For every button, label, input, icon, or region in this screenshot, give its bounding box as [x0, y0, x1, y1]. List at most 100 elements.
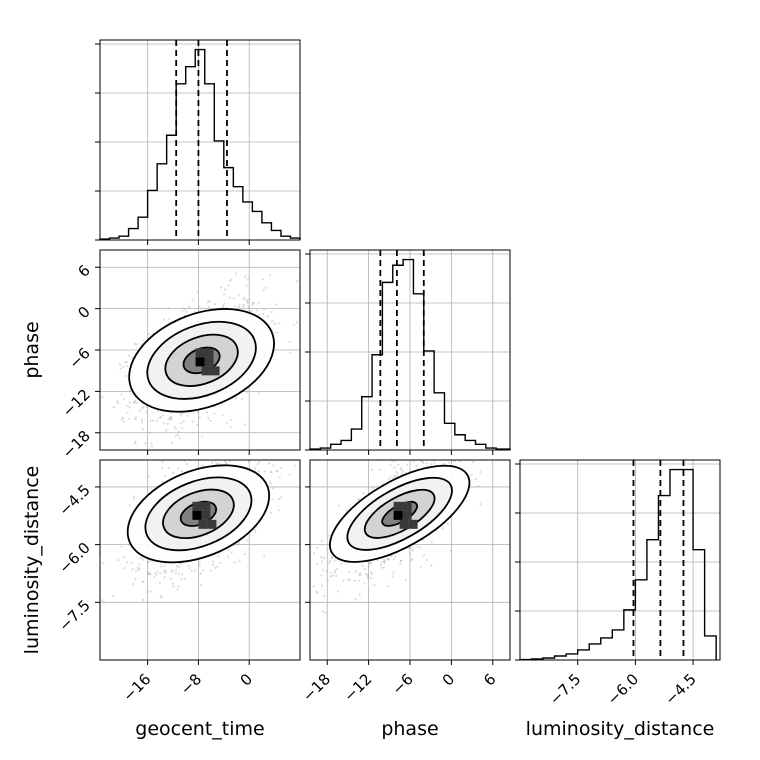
- scatter-point: [447, 446, 449, 448]
- scatter-point: [170, 570, 174, 573]
- scatter-point: [326, 570, 329, 573]
- scatter-point: [410, 558, 414, 561]
- scatter-point: [178, 565, 181, 569]
- scatter-point: [128, 406, 131, 409]
- scatter-point: [222, 457, 224, 459]
- density-core-phase-luminosity_distance: [402, 501, 412, 511]
- scatter-point: [336, 590, 339, 593]
- scatter-point: [393, 474, 396, 477]
- panel-frame-phase-luminosity_distance: [309, 459, 511, 661]
- scatter-point: [449, 549, 453, 553]
- scatter-point: [128, 389, 131, 392]
- scatter-point: [213, 566, 217, 569]
- scatter-point: [320, 556, 323, 559]
- scatter-point: [206, 300, 209, 304]
- scatter-point: [148, 560, 151, 563]
- scatter-point: [242, 303, 245, 306]
- scatter-point: [433, 462, 436, 465]
- scatter-point: [187, 564, 190, 567]
- scatter-point: [154, 571, 157, 575]
- scatter-point: [243, 452, 245, 454]
- scatter-point: [312, 552, 316, 555]
- scatter-point: [263, 554, 266, 557]
- scatter-point: [461, 445, 463, 447]
- density-core-geocent_time-phase: [195, 348, 205, 358]
- scatter-point: [435, 438, 437, 440]
- scatter-point: [125, 374, 128, 378]
- pair-geocent_time-luminosity_distance-x-tick-label: −16: [119, 670, 154, 705]
- scatter-point: [463, 431, 465, 433]
- scatter-point: [357, 498, 360, 501]
- y-axis-label-luminosity-distance: luminosity_distance: [21, 466, 43, 655]
- scatter-point: [273, 331, 276, 335]
- density-core-phase-luminosity_distance: [393, 510, 403, 520]
- scatter-point: [128, 401, 131, 404]
- scatter-point: [410, 444, 412, 446]
- scatter-point: [159, 572, 162, 575]
- scatter-point: [123, 567, 126, 570]
- scatter-point: [160, 595, 163, 598]
- scatter-point: [138, 409, 141, 412]
- scatter-point: [198, 561, 201, 564]
- scatter-point: [112, 405, 115, 409]
- scatter-point: [316, 562, 319, 566]
- panel-frame-geocent_time-phase: [99, 249, 301, 451]
- scatter-point: [224, 288, 227, 291]
- scatter-point: [123, 398, 126, 401]
- scatter-point: [196, 423, 199, 427]
- scatter-point: [162, 318, 166, 321]
- x-axis-label-phase: phase: [381, 718, 438, 740]
- scatter-point: [231, 455, 233, 457]
- scatter-point: [158, 416, 161, 419]
- scatter-point: [208, 305, 211, 308]
- scatter-point: [262, 312, 265, 315]
- scatter-point: [171, 471, 175, 474]
- scatter-point: [133, 401, 136, 404]
- scatter-point: [230, 551, 233, 554]
- scatter-point: [315, 590, 318, 593]
- scatter-point: [446, 522, 450, 525]
- density-core-geocent_time-luminosity_distance: [192, 501, 202, 511]
- scatter-point: [404, 456, 406, 458]
- scatter-point: [200, 440, 202, 442]
- scatter-point: [383, 561, 386, 564]
- scatter-point: [459, 460, 462, 463]
- scatter-point: [324, 611, 327, 614]
- scatter-point: [161, 480, 164, 484]
- scatter-point: [190, 569, 193, 573]
- scatter-point: [186, 414, 189, 418]
- scatter-point: [117, 401, 120, 405]
- scatter-point: [327, 561, 331, 565]
- histogram-luminosity_distance: [519, 468, 717, 661]
- scatter-point: [103, 601, 106, 604]
- scatter-point: [230, 447, 232, 449]
- scatter-point: [367, 575, 370, 578]
- scatter-point: [125, 360, 128, 364]
- hist-luminosity_distance-x-tick-label: −7.5: [546, 670, 584, 708]
- scatter-point: [141, 598, 145, 602]
- scatter-point: [370, 577, 373, 580]
- scatter-point: [455, 447, 457, 449]
- scatter-point: [153, 576, 156, 579]
- scatter-point: [252, 455, 254, 457]
- scatter-point: [368, 562, 371, 565]
- scatter-point: [269, 482, 272, 485]
- scatter-point: [246, 301, 249, 304]
- scatter-point: [122, 420, 125, 423]
- scatter-point: [161, 414, 165, 417]
- scatter-point: [233, 561, 236, 564]
- scatter-point: [240, 438, 242, 440]
- scatter-point: [396, 472, 399, 475]
- scatter-point: [243, 423, 246, 426]
- scatter-point: [383, 560, 386, 563]
- scatter-point: [142, 339, 145, 342]
- scatter-point: [276, 470, 279, 473]
- scatter-point: [216, 438, 218, 440]
- scatter-point: [257, 470, 260, 473]
- scatter-point: [155, 573, 158, 577]
- scatter-point: [171, 582, 174, 585]
- scatter-point: [252, 301, 255, 304]
- scatter-point: [227, 555, 230, 558]
- scatter-point: [409, 552, 412, 555]
- scatter-point: [408, 454, 410, 456]
